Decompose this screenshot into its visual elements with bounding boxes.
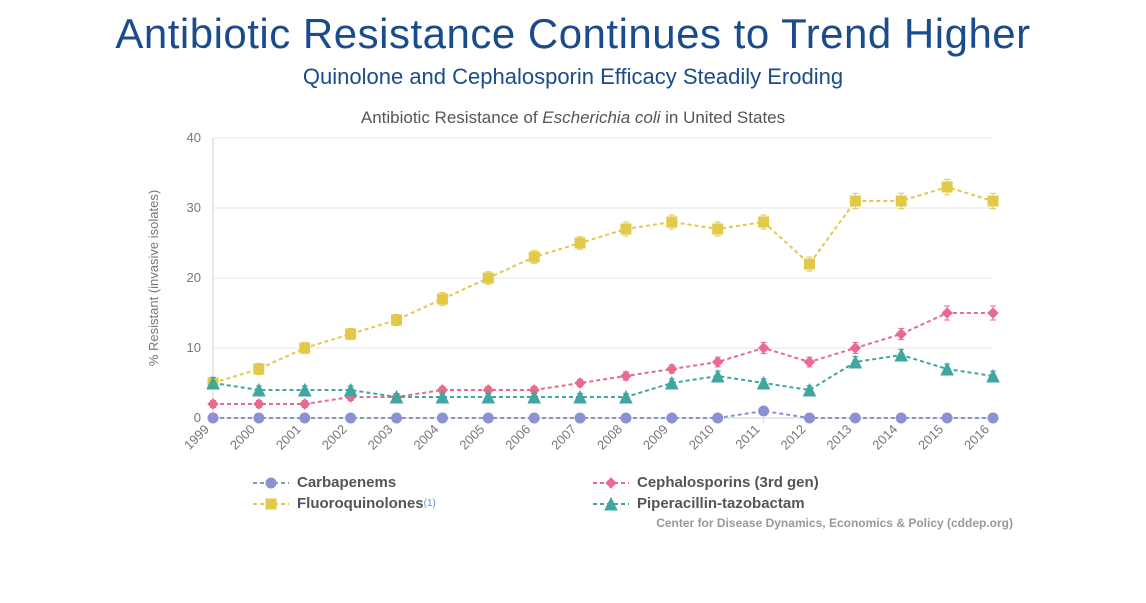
svg-text:2011: 2011 — [732, 422, 762, 452]
svg-text:2007: 2007 — [548, 422, 579, 453]
chart-title: Antibiotic Resistance of Escherichia col… — [123, 108, 1023, 128]
svg-text:30: 30 — [187, 200, 201, 215]
svg-text:20: 20 — [187, 270, 201, 285]
chart-title-suffix: in United States — [660, 108, 785, 127]
legend-label: Carbapenems — [297, 474, 396, 491]
svg-text:1999: 1999 — [181, 422, 212, 453]
svg-text:2006: 2006 — [502, 422, 533, 453]
page-subtitle: Quinolone and Cephalosporin Efficacy Ste… — [0, 64, 1146, 90]
svg-text:10: 10 — [187, 340, 201, 355]
legend-label: Piperacillin-tazobactam — [637, 495, 805, 512]
svg-text:2009: 2009 — [640, 422, 671, 453]
chart-attribution: Center for Disease Dynamics, Economics &… — [123, 516, 1023, 530]
legend-swatch — [253, 476, 289, 490]
svg-text:2016: 2016 — [961, 422, 992, 453]
legend-item: Piperacillin-tazobactam — [593, 495, 893, 512]
legend-item: Cephalosporins (3rd gen) — [593, 474, 893, 491]
chart-title-italic: Escherichia coli — [542, 108, 660, 127]
svg-text:2015: 2015 — [915, 422, 946, 453]
svg-text:2013: 2013 — [823, 422, 854, 453]
legend-item: Carbapenems — [253, 474, 553, 491]
legend-item: Fluoroquinolones(1) — [253, 495, 553, 512]
svg-text:2004: 2004 — [410, 422, 441, 453]
svg-text:2010: 2010 — [686, 422, 717, 453]
chart-container: Antibiotic Resistance of Escherichia col… — [123, 108, 1023, 578]
svg-text:2001: 2001 — [273, 422, 304, 453]
legend-label: Cephalosporins (3rd gen) — [637, 474, 819, 491]
legend-swatch — [593, 497, 629, 511]
svg-text:2002: 2002 — [319, 422, 350, 453]
svg-text:2003: 2003 — [365, 422, 396, 453]
legend-label: Fluoroquinolones — [297, 495, 424, 512]
page-title: Antibiotic Resistance Continues to Trend… — [0, 10, 1146, 58]
chart-legend: Carbapenems Cephalosporins (3rd gen) Fluor… — [253, 474, 893, 512]
legend-swatch — [593, 476, 629, 490]
legend-superscript: (1) — [424, 498, 436, 509]
svg-text:2005: 2005 — [456, 422, 487, 453]
svg-text:40: 40 — [187, 130, 201, 145]
svg-text:2014: 2014 — [869, 422, 900, 453]
chart-title-prefix: Antibiotic Resistance of — [361, 108, 542, 127]
legend-swatch — [253, 497, 289, 511]
svg-text:% Resistant (invasive isolates: % Resistant (invasive isolates) — [146, 190, 161, 366]
svg-text:2012: 2012 — [778, 422, 809, 453]
svg-text:2000: 2000 — [227, 422, 258, 453]
svg-text:2008: 2008 — [594, 422, 625, 453]
line-chart: 010203040% Resistant (invasive isolates)… — [123, 128, 1023, 468]
